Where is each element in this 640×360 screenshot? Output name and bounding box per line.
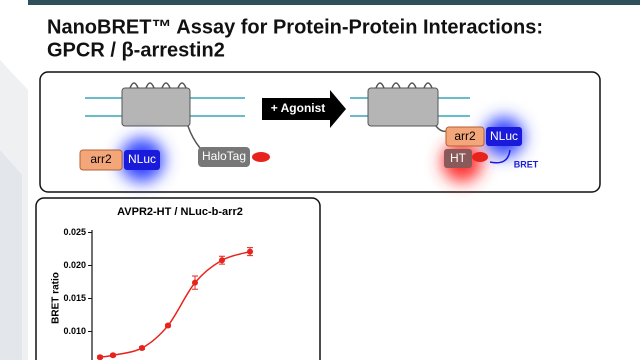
nluc-box: [486, 127, 522, 146]
title-line: GPCR / β-arrestin2: [47, 39, 225, 61]
chart-title: AVPR2-HT / NLuc-b-arr2: [117, 206, 243, 218]
receptor: [121, 87, 439, 127]
arrow-label: + Agonist: [271, 101, 326, 115]
point: [97, 354, 103, 360]
y-tick-label: 0.015: [63, 293, 86, 303]
tag-box: [444, 149, 472, 168]
y-tick-label: 0.010: [63, 326, 86, 336]
y-tick-label: 0.025: [63, 227, 86, 237]
bret-arrow: [489, 149, 511, 164]
ligand: [472, 152, 488, 162]
point: [192, 279, 198, 286]
background-shape: [0, 150, 22, 360]
nluc-label: NLuc: [490, 129, 518, 143]
arrestin-box: [79, 149, 123, 171]
bret-label: BRET: [514, 159, 539, 169]
point: [247, 248, 253, 255]
point: [110, 352, 116, 359]
nluc-box: [124, 150, 160, 170]
title-line: NanoBRET™ Assay for Protein-Protein Inte…: [47, 16, 543, 38]
arrestin-label: arr2: [90, 152, 112, 166]
tag-box: [198, 147, 250, 167]
agonist-arrow: [262, 90, 346, 128]
point: [139, 345, 145, 351]
tag-label: HaloTag: [202, 149, 246, 163]
tag-label: HT: [450, 151, 467, 165]
y-tick-label: 0.020: [63, 260, 86, 270]
top-bar: [28, 0, 640, 5]
chart-frame: [35, 197, 321, 360]
point: [165, 322, 171, 329]
ligand: [252, 152, 270, 162]
nluc-label: NLuc: [128, 152, 156, 166]
plot: 0.010 0.015 0.020 0.025: [63, 227, 253, 360]
receptor-loops: [129, 82, 451, 149]
arrestin-label: arr2: [454, 129, 476, 143]
arrestin-box: [445, 126, 485, 147]
point: [219, 257, 225, 264]
y-axis-label: BRET ratio: [51, 272, 62, 324]
